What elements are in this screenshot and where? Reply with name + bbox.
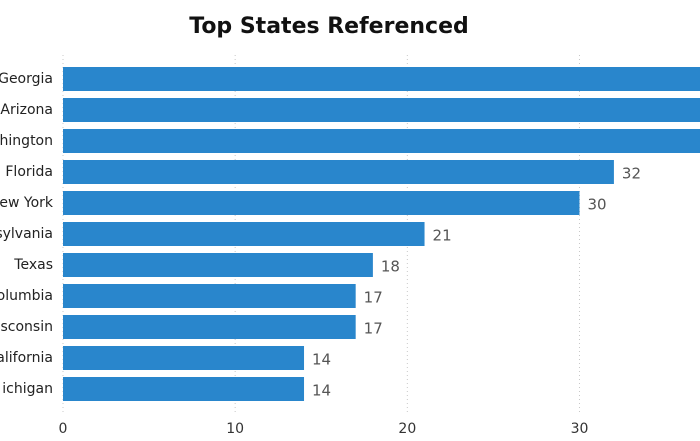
value-label: 32 (622, 165, 641, 183)
bar (63, 377, 305, 401)
value-label: 14 (312, 382, 331, 400)
y-tick-label: Texas (13, 257, 53, 273)
x-tick-label: 30 (571, 421, 589, 437)
y-tick-label: sconsin (1, 319, 54, 335)
bar (63, 191, 580, 215)
bar (63, 160, 614, 184)
value-label: 18 (381, 258, 400, 276)
bar (63, 346, 305, 370)
y-tick-label: hington (0, 133, 53, 149)
bar (63, 284, 356, 308)
bar (63, 98, 700, 122)
y-tick-label: sylvania (0, 226, 53, 242)
y-tick-label: olumbia (0, 288, 53, 304)
bar (63, 129, 700, 153)
chart-title: Top States Referenced (189, 14, 469, 39)
bar (63, 315, 356, 339)
value-label: 17 (364, 289, 383, 307)
value-label: 21 (433, 227, 452, 245)
x-tick-label: 10 (226, 421, 244, 437)
bar (63, 222, 425, 246)
plot-area: 4039383230211817171414 (63, 67, 700, 401)
y-tick-label: ew York (0, 195, 54, 211)
y-tick-label: ichigan (2, 381, 53, 397)
value-label: 30 (587, 196, 606, 214)
y-tick-label: Florida (5, 164, 53, 180)
value-label: 14 (312, 351, 331, 369)
y-tick-label: Arizona (0, 102, 53, 118)
x-tick-label: 20 (398, 421, 416, 437)
y-tick-label: Georgia (0, 71, 53, 87)
bar (63, 253, 373, 277)
value-label: 17 (364, 320, 383, 338)
x-tick-label: 0 (59, 421, 68, 437)
bar (63, 67, 700, 91)
y-tick-label: alifornia (0, 350, 53, 366)
